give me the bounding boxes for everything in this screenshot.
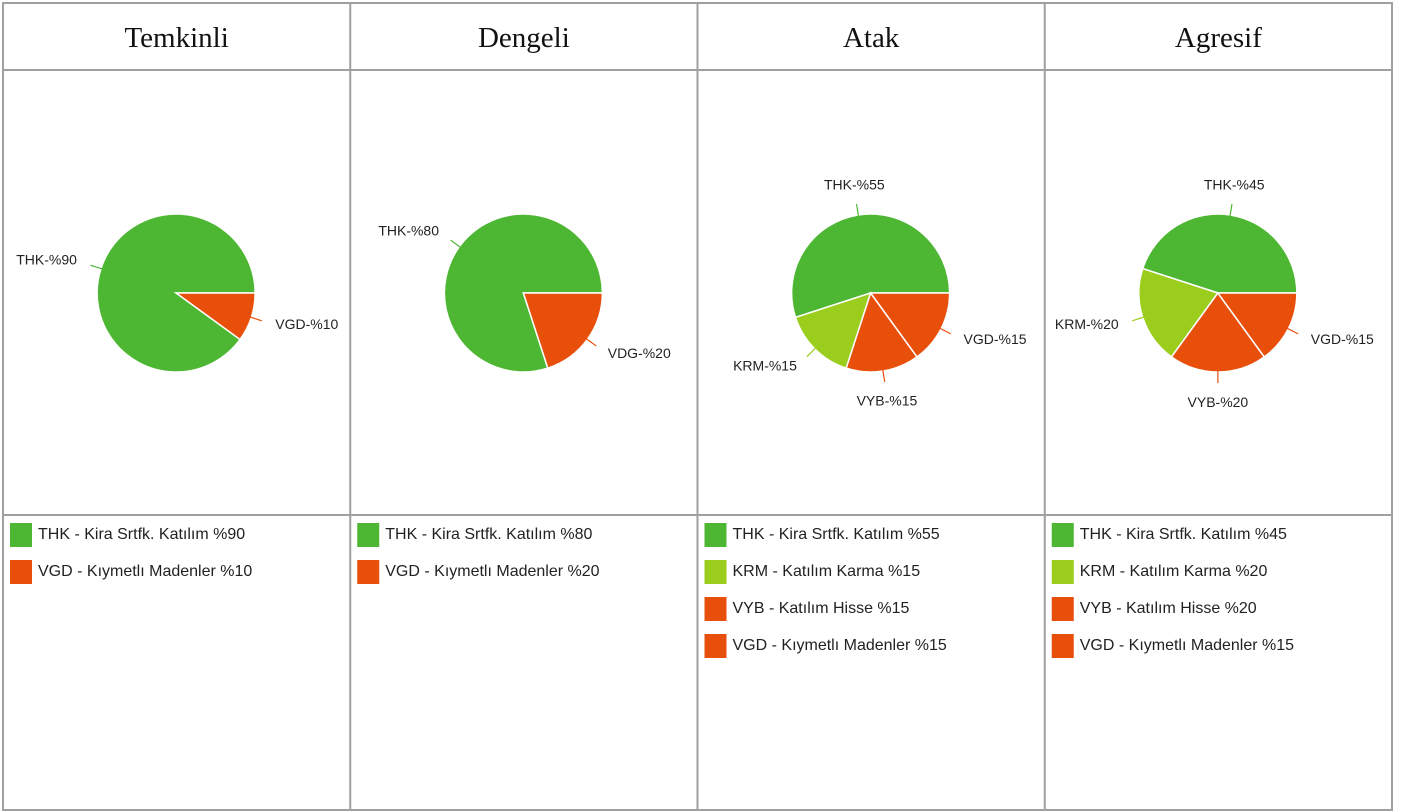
slice-label: THK-%80 xyxy=(378,222,439,238)
chart-title: Temkinli xyxy=(124,22,228,54)
legend-swatch xyxy=(704,634,727,658)
slice-label: VGD-%15 xyxy=(1311,331,1374,347)
slice-label: VDG-%20 xyxy=(608,345,671,361)
leader-line xyxy=(1132,316,1145,322)
leader-line xyxy=(450,239,462,248)
slice-label: VYB-%15 xyxy=(857,393,918,409)
legend-label: VYB - Katılım Hisse %20 xyxy=(1080,600,1257,617)
legend-label: THK - Kira Srtfk. Katılım %45 xyxy=(1080,526,1287,543)
legend-label: VGD - Kıymetlı Madenler %15 xyxy=(733,637,947,654)
legend-swatch xyxy=(357,560,380,584)
legend-label: THK - Kira Srtfk. Katılım %90 xyxy=(38,526,245,543)
leader-line xyxy=(1286,327,1299,335)
slice-label: KRM-%15 xyxy=(733,357,797,373)
slice-label: VYB-%20 xyxy=(1188,394,1249,410)
legend-swatch xyxy=(357,523,380,547)
leader-line xyxy=(585,338,597,347)
leader-line xyxy=(1229,203,1233,217)
slice-label: THK-%45 xyxy=(1204,177,1265,193)
legend-label: KRM - Katılım Karma %20 xyxy=(1080,563,1268,580)
leader-line xyxy=(806,347,817,358)
legend-swatch xyxy=(1051,634,1074,658)
leader-line xyxy=(90,264,103,270)
legend-label: THK - Kira Srtfk. Katılım %80 xyxy=(385,526,592,543)
legend-swatch xyxy=(704,597,727,621)
slice-label: VGD-%10 xyxy=(275,316,338,332)
legend-swatch xyxy=(10,560,32,584)
leader-line xyxy=(939,327,952,335)
chart-title: Dengeli xyxy=(478,22,570,54)
chart-title: Agresif xyxy=(1175,22,1262,54)
legend-swatch xyxy=(704,523,727,547)
slice-label: VGD-%15 xyxy=(964,331,1027,347)
slice-label: KRM-%20 xyxy=(1055,316,1119,332)
legend-swatch xyxy=(1051,560,1074,584)
legend-label: VGD - Kıymetlı Madenler %20 xyxy=(385,563,599,580)
legend-swatch xyxy=(1051,523,1074,547)
leader-line xyxy=(855,203,860,217)
legend-swatch xyxy=(704,560,727,584)
legend-swatch xyxy=(1051,597,1074,621)
leader-line xyxy=(882,369,886,383)
leader-line xyxy=(249,316,262,322)
slice-label: THK-%90 xyxy=(16,251,77,267)
legend-swatch xyxy=(10,523,32,547)
legend-label: VGD - Kıymetlı Madenler %10 xyxy=(38,563,252,580)
chart-title: Atak xyxy=(843,22,900,54)
legend-label: KRM - Katılım Karma %15 xyxy=(733,563,921,580)
slice-label: THK-%55 xyxy=(824,177,885,193)
legend-label: VGD - Kıymetlı Madenler %15 xyxy=(1080,637,1294,654)
legend-label: VYB - Katılım Hisse %15 xyxy=(733,600,910,617)
legend-label: THK - Kira Srtfk. Katılım %55 xyxy=(733,526,940,543)
